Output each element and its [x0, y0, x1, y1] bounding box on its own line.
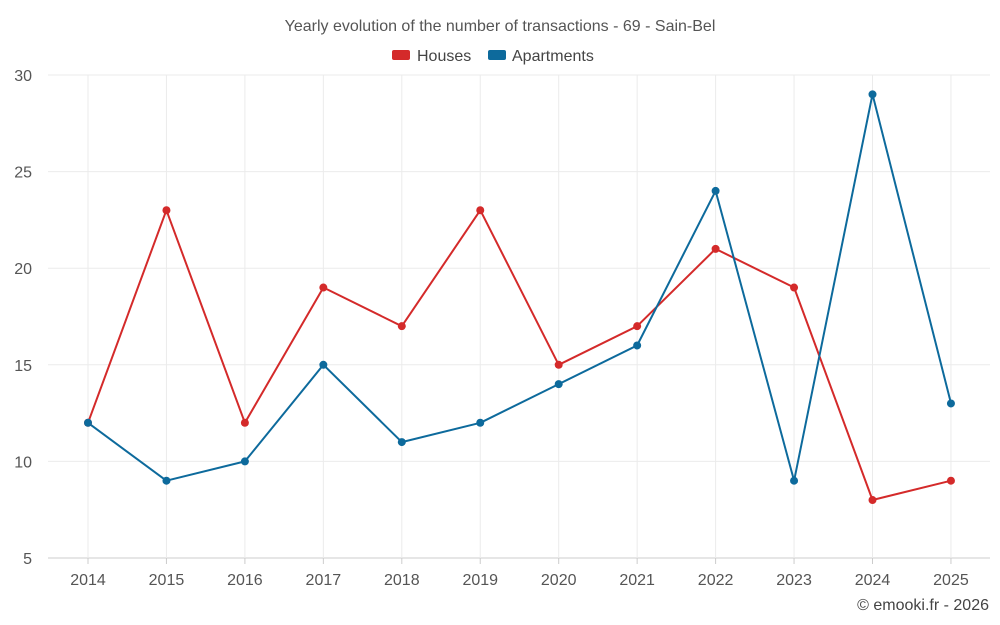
point-apartments: [84, 418, 92, 427]
chart-legend: Houses Apartments: [392, 48, 594, 65]
x-tick-label: 2020: [541, 572, 577, 589]
chart-title: Yearly evolution of the number of transa…: [285, 18, 716, 35]
y-tick-label: 5: [23, 551, 32, 568]
x-tick-label: 2022: [698, 572, 734, 589]
point-apartments: [790, 476, 799, 485]
x-axis-ticks: 2014 2015 2016 2017 2018 2019 2020 2021 2022 2023…: [70, 572, 969, 589]
point-houses: [868, 496, 877, 505]
x-tick-label: 2014: [70, 572, 106, 589]
point-houses: [633, 322, 642, 331]
x-tick-label: 2019: [462, 572, 498, 589]
legend-label-apartments: Apartments: [512, 48, 594, 65]
y-tick-label: 10: [14, 454, 32, 471]
point-apartments: [240, 457, 249, 466]
x-tick-label: 2018: [384, 572, 420, 589]
x-tick-label: 2025: [933, 572, 969, 589]
line-houses: [87, 209, 952, 501]
x-tick-label: 2021: [619, 572, 655, 589]
point-apartments: [162, 476, 171, 485]
legend-swatch-houses: [392, 50, 410, 60]
point-houses: [319, 283, 328, 292]
series-lines: [87, 93, 952, 501]
points-houses: [84, 206, 955, 505]
y-axis-ticks: 5 10 15 20 25 30: [14, 68, 32, 568]
point-apartments: [946, 399, 955, 408]
point-houses: [240, 418, 249, 427]
legend-item-apartments: Apartments: [488, 48, 594, 65]
point-apartments: [319, 360, 328, 369]
points-apartments: [84, 90, 955, 485]
x-tick-label: 2023: [776, 572, 812, 589]
point-apartments: [476, 418, 485, 427]
y-tick-label: 15: [14, 358, 32, 375]
point-houses: [162, 206, 171, 215]
point-apartments: [711, 186, 720, 195]
point-apartments: [633, 341, 642, 350]
point-apartments: [397, 438, 406, 447]
point-houses: [476, 206, 485, 215]
x-tick-label: 2015: [149, 572, 185, 589]
x-tick-label: 2024: [855, 572, 891, 589]
point-houses: [554, 360, 563, 369]
x-tick-label: 2016: [227, 572, 263, 589]
y-tick-label: 25: [14, 165, 32, 182]
series-points: [84, 90, 955, 505]
y-tick-label: 30: [14, 68, 32, 85]
legend-label-houses: Houses: [417, 48, 471, 65]
point-apartments: [554, 380, 563, 389]
y-tick-label: 20: [14, 261, 32, 278]
chart-grid: [48, 74, 990, 564]
line-apartments: [87, 93, 952, 482]
point-apartments: [868, 90, 877, 99]
point-houses: [397, 322, 406, 331]
credit-text: © emooki.fr - 2026: [857, 597, 989, 614]
x-tick-label: 2017: [306, 572, 342, 589]
point-houses: [711, 244, 720, 253]
legend-swatch-apartments: [488, 50, 506, 60]
point-houses: [946, 476, 955, 485]
legend-item-houses: Houses: [392, 48, 471, 65]
point-houses: [790, 283, 799, 292]
